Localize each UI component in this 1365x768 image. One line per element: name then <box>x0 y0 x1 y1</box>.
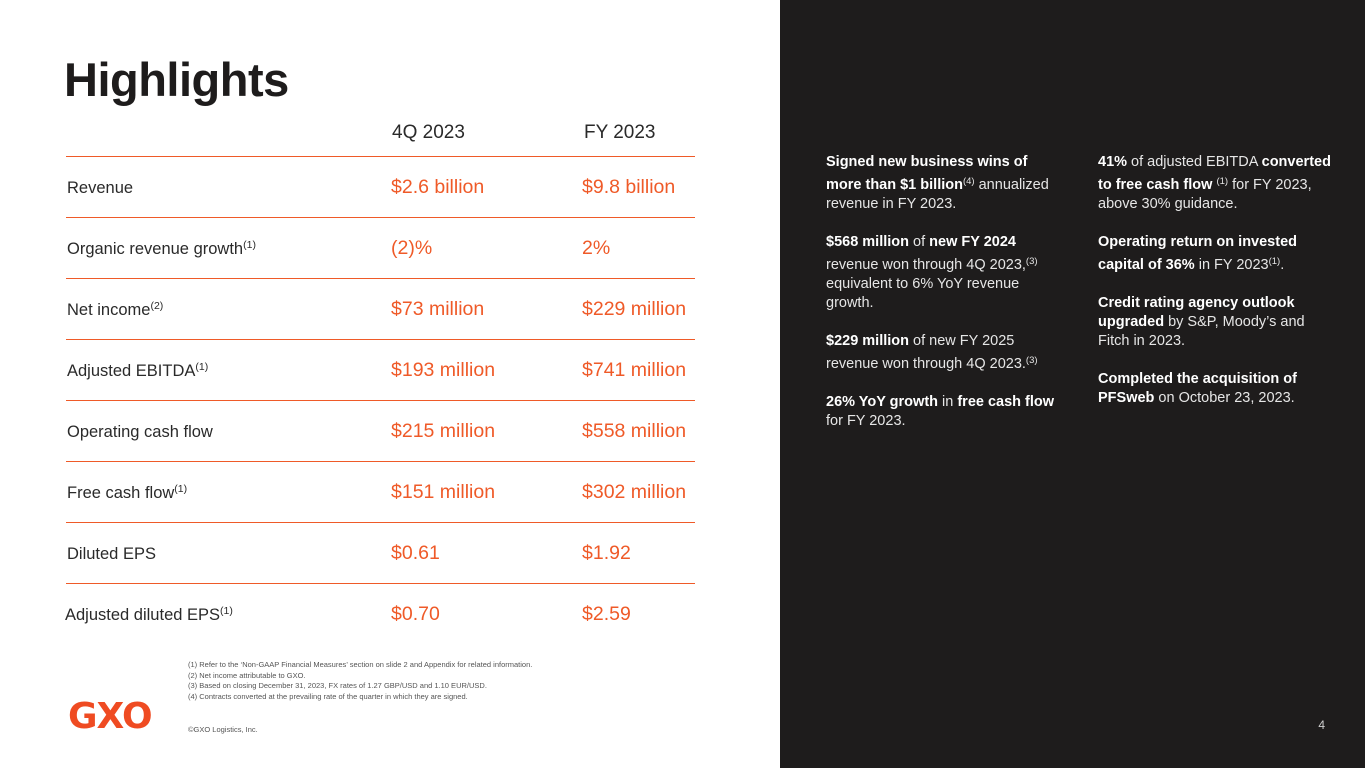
metric-value-fy: $229 million <box>582 298 687 320</box>
table-row: Diluted EPS $0.61 $1.92 <box>66 522 695 583</box>
highlight-item: 26% YoY growth in free cash flow for FY … <box>826 394 1055 429</box>
table-row: Operating cash flow $215 million $558 mi… <box>66 400 695 461</box>
metric-value-fy: $302 million <box>582 481 687 503</box>
page-title: Highlights <box>64 53 289 106</box>
metric-value-4q: $2.6 billion <box>391 176 485 198</box>
metric-value-4q: $0.70 <box>391 603 440 625</box>
metric-value-fy: $9.8 billion <box>582 176 676 198</box>
metric-label: Diluted EPS <box>67 545 156 563</box>
metric-label: Organic revenue growth(1) <box>67 239 256 258</box>
highlight-item: Completed the acquisition of PFSweb on O… <box>1098 371 1297 406</box>
metric-value-4q: $215 million <box>391 420 496 442</box>
left-panel <box>0 0 780 768</box>
highlight-item: Signed new business wins of more than $1… <box>826 154 1049 212</box>
metric-value-4q: (2)% <box>391 237 433 259</box>
metric-value-fy: $1.92 <box>582 542 631 564</box>
highlight-item: $229 million of new FY 2025 revenue won … <box>826 333 1038 372</box>
metric-label: Adjusted diluted EPS(1) <box>65 605 233 624</box>
footnote: (2) Net income attributable to GXO. <box>188 670 306 680</box>
table-row: Organic revenue growth(1) (2)% 2% <box>66 217 695 278</box>
metric-value-4q: $193 million <box>391 359 496 381</box>
copyright: ©GXO Logistics, Inc. <box>188 725 258 734</box>
metric-value-fy: 2% <box>582 237 611 259</box>
footnote: (3) Based on closing December 31, 2023, … <box>188 681 487 690</box>
footnote: (4) Contracts converted at the prevailin… <box>188 691 468 701</box>
highlight-item: 41% of adjusted EBITDA converted to free… <box>1098 154 1331 212</box>
highlights-column-1: Signed new business wins of more than $1… <box>826 153 1066 450</box>
metric-value-fy: $741 million <box>582 359 687 381</box>
metric-label: Free cash flow(1) <box>67 483 188 502</box>
highlight-item: $568 million of new FY 2024 revenue won … <box>826 234 1038 311</box>
highlights-column-2: 41% of adjusted EBITDA converted to free… <box>1098 153 1338 427</box>
metric-value-4q: $73 million <box>391 298 485 320</box>
metric-value-fy: $2.59 <box>582 603 631 625</box>
table-row: Free cash flow(1) $151 million $302 mill… <box>66 461 695 522</box>
footnote: (1) Refer to the ‘Non-GAAP Financial Mea… <box>188 660 533 669</box>
metric-label: Adjusted EBITDA(1) <box>67 361 209 380</box>
page-number: 4 <box>1318 718 1325 732</box>
highlight-item: Credit rating agency outlook upgraded by… <box>1098 295 1305 349</box>
metrics-table: Revenue $2.6 billion $9.8 billion Organi… <box>65 156 695 644</box>
gxo-logo: GXO <box>68 696 153 737</box>
table-row: Adjusted diluted EPS(1) $0.70 $2.59 <box>65 583 695 644</box>
right-panel <box>780 0 1365 768</box>
metric-value-4q: $0.61 <box>391 542 440 564</box>
table-row: Revenue $2.6 billion $9.8 billion <box>66 156 695 217</box>
metric-value-4q: $151 million <box>391 481 496 503</box>
table-row: Net income(2) $73 million $229 million <box>66 278 695 339</box>
column-header-4q-2023: 4Q 2023 <box>392 122 465 143</box>
highlight-item: Operating return on invested capital of … <box>1098 234 1297 273</box>
metric-value-fy: $558 million <box>582 420 687 442</box>
table-row: Adjusted EBITDA(1) $193 million $741 mil… <box>66 339 695 400</box>
metric-label: Revenue <box>67 179 134 197</box>
metric-label: Net income(2) <box>67 300 164 319</box>
metric-label: Operating cash flow <box>67 423 213 441</box>
footnotes: (1) Refer to the ‘Non-GAAP Financial Mea… <box>188 660 532 702</box>
column-header-fy-2023: FY 2023 <box>584 122 656 143</box>
